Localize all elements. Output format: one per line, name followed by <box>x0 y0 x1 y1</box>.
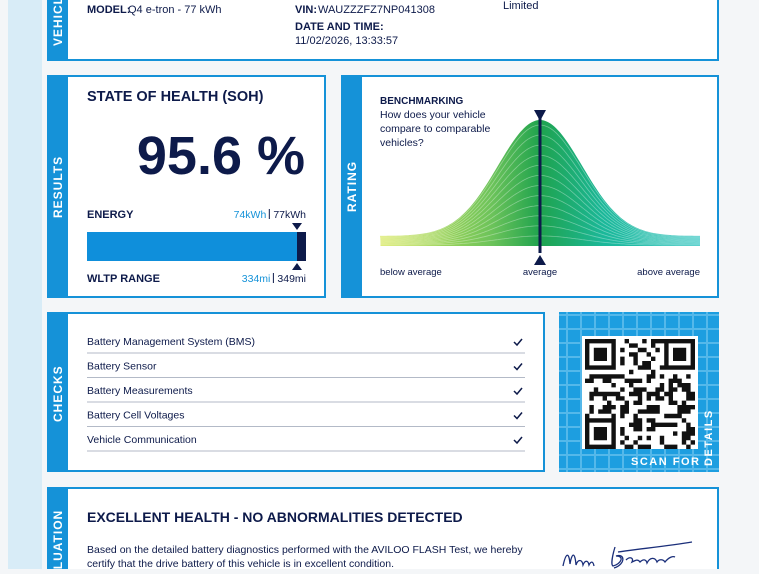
qr-code <box>585 339 695 449</box>
question: How does your vehicle <box>380 109 486 121</box>
label: VIN: <box>295 4 317 16</box>
label: DATE AND TIME: <box>295 21 384 33</box>
value: 77kWh <box>273 209 306 221</box>
results-panel: RESULTS STATE OF HEALTH (SOH) 95.6 % ENE… <box>47 75 326 298</box>
section-label: CHECKS <box>51 365 65 422</box>
value: 349mi <box>277 273 306 285</box>
section-label: EVALUATION <box>51 510 65 569</box>
title: BENCHMARKING <box>380 96 464 107</box>
vehicle-panel: VEHICLE MODEL: Q4 e-tron - 77 kWh VIN: W… <box>47 0 719 61</box>
check-mark <box>513 436 523 445</box>
value: WAUZZZFZ7NP041308 <box>318 4 435 16</box>
section-label: RATING <box>345 161 359 212</box>
value: Limited <box>503 0 538 12</box>
label: ENERGY <box>87 209 134 221</box>
qr-caption: SCAN FOR <box>631 456 700 468</box>
qr-panel: SCAN FOR DETAILS <box>559 312 719 472</box>
value: Q4 e-tron - 77 kWh <box>128 4 222 16</box>
question: compare to comparable <box>380 123 490 135</box>
check-item: Battery Management System (BMS) <box>87 336 255 348</box>
title: EXCELLENT HEALTH - NO ABNORMALITIES DETE… <box>87 509 463 525</box>
qr-caption: DETAILS <box>703 409 715 466</box>
left-strip <box>8 0 42 569</box>
label: WLTP RANGE <box>87 273 160 285</box>
paragraph: Based on the detailed battery diagnostic… <box>87 544 523 556</box>
check-item: Battery Measurements <box>87 385 193 397</box>
paragraph: certify that the drive battery of this v… <box>87 558 394 569</box>
section-label: VEHICLE <box>51 0 65 46</box>
value: 11/02/2026, 13:33:57 <box>295 35 398 47</box>
scale-label: average <box>523 267 557 278</box>
title: STATE OF HEALTH (SOH) <box>87 89 264 105</box>
section-label: RESULTS <box>51 156 65 218</box>
check-item: Battery Cell Voltages <box>87 410 184 422</box>
value: 334mi <box>242 273 271 285</box>
check-item: Battery Sensor <box>87 361 157 373</box>
check-mark <box>513 387 523 396</box>
label: MODEL: <box>87 4 130 16</box>
check-mark <box>513 363 523 371</box>
value: 74kWh <box>234 209 267 221</box>
scale-label: below average <box>380 267 442 278</box>
energy-bar-end <box>297 232 306 261</box>
rating-panel: RATING BENCHMARKING How does your vehicl… <box>341 75 719 298</box>
checks-panel: CHECKS Battery Management System (BMS) Ba… <box>47 312 545 472</box>
evaluation-panel: EVALUATION EXCELLENT HEALTH - NO ABNORMA… <box>47 487 719 574</box>
check-mark <box>513 338 523 347</box>
scale-label: above average <box>637 267 700 278</box>
check-mark <box>513 412 523 420</box>
soh-value: 95.6 % <box>137 126 305 186</box>
energy-bar <box>87 232 306 261</box>
check-item: Vehicle Communication <box>87 434 197 446</box>
signature <box>562 541 693 569</box>
question: vehicles? <box>380 137 424 149</box>
